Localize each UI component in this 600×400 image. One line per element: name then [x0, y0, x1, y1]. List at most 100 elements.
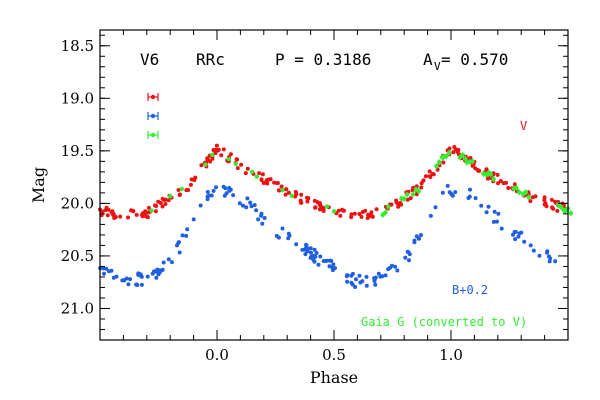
data-point-b: [262, 216, 267, 220]
data-point-b: [499, 226, 504, 231]
data-point-b: [545, 250, 549, 255]
data-point-b: [519, 230, 524, 235]
data-point-v: [374, 207, 379, 212]
data-point-v: [245, 166, 250, 171]
data-point-b: [344, 274, 349, 279]
data-point-b: [491, 219, 496, 224]
data-point-v: [427, 174, 432, 179]
data-point-v: [260, 172, 265, 177]
data-point-b: [395, 268, 400, 273]
data-point-b: [211, 188, 216, 193]
header-type: RRc: [196, 50, 225, 69]
data-point-b: [303, 246, 308, 251]
data-point-v: [243, 171, 248, 176]
data-point-v: [118, 214, 123, 219]
data-point-b: [231, 193, 236, 198]
data-point-gaia: [402, 196, 407, 202]
data-point-v: [430, 172, 435, 176]
data-point-b: [486, 204, 491, 209]
data-point-b: [357, 273, 362, 278]
data-point-v: [189, 177, 194, 182]
data-point-v: [313, 205, 318, 210]
data-point-b: [184, 233, 189, 238]
data-point-v: [501, 181, 506, 186]
data-point-gaia: [289, 193, 295, 198]
data-point-v: [272, 180, 277, 185]
data-point-gaia: [404, 192, 410, 197]
y-tick-label: 21.0: [61, 299, 94, 317]
data-point-v: [214, 143, 219, 148]
data-point-b: [227, 186, 232, 190]
data-point-b: [180, 233, 185, 238]
data-point-b: [473, 196, 478, 201]
data-point-b: [513, 229, 518, 234]
data-point-b: [412, 240, 417, 245]
data-point-b: [312, 259, 317, 264]
data-point-v: [146, 210, 151, 215]
data-point-b: [205, 190, 210, 194]
data-point-b: [313, 254, 318, 259]
data-point-b: [327, 258, 332, 263]
data-point-b: [260, 221, 265, 226]
data-point-gaia: [460, 152, 465, 158]
data-point-gaia: [210, 152, 215, 158]
data-point-b: [287, 233, 292, 238]
data-point-b: [101, 266, 106, 271]
data-point-v: [321, 207, 326, 212]
data-point-v: [363, 208, 368, 213]
data-point-b: [227, 188, 232, 193]
data-point-v: [126, 215, 130, 220]
data-point-v: [156, 199, 161, 204]
data-point-b: [419, 233, 423, 238]
data-point-b: [294, 242, 299, 247]
data-point-v: [496, 181, 500, 186]
data-point-gaia: [488, 172, 493, 177]
data-point-b: [102, 271, 106, 276]
data-point-b: [354, 277, 358, 282]
data-point-b: [445, 183, 450, 188]
data-point-b: [528, 243, 533, 248]
data-point-b: [312, 247, 317, 252]
data-point-b: [308, 250, 313, 255]
data-point-b: [450, 193, 455, 198]
data-point-b: [304, 243, 309, 248]
data-point-v: [318, 201, 322, 206]
header-amp-value: = 0.570: [441, 50, 508, 69]
data-point-v: [410, 188, 415, 193]
data-point-gaia: [568, 211, 573, 216]
data-point-b: [280, 226, 285, 231]
data-point-v: [100, 209, 105, 214]
data-point-v: [140, 214, 145, 219]
data-point-b: [386, 267, 391, 272]
data-point-v: [365, 216, 370, 220]
data-point-v: [399, 202, 404, 207]
data-point-v: [441, 160, 446, 165]
data-point-b: [383, 273, 388, 278]
data-point-b: [214, 185, 218, 190]
axis-ticks: 0.0 0.5 1.0 18.5 19.0 19.5 20.0 20.5 21.0: [61, 30, 569, 364]
data-point-gaia: [383, 210, 388, 215]
data-point-v: [160, 204, 165, 209]
data-point-b: [428, 213, 433, 218]
data-point-b: [372, 279, 377, 283]
data-point-v: [162, 198, 167, 202]
data-point-b: [467, 194, 472, 199]
data-point-b: [314, 251, 319, 255]
data-point-v: [357, 212, 362, 216]
data-point-gaia: [280, 188, 285, 193]
y-tick-label: 18.5: [61, 37, 94, 55]
y-axis-label: Mag: [29, 167, 48, 203]
data-point-b: [205, 194, 210, 199]
data-point-gaia: [331, 209, 337, 214]
data-point-v: [370, 214, 375, 219]
data-point-v: [221, 147, 226, 152]
data-point-v: [423, 174, 428, 179]
data-point-v: [111, 212, 116, 217]
data-point-v: [512, 182, 517, 187]
data-point-b: [308, 246, 313, 251]
data-point-b: [548, 256, 553, 261]
header-star: V6: [140, 50, 159, 69]
data-point-b: [240, 203, 245, 208]
data-point-v: [299, 192, 304, 197]
data-point-v: [264, 178, 269, 183]
